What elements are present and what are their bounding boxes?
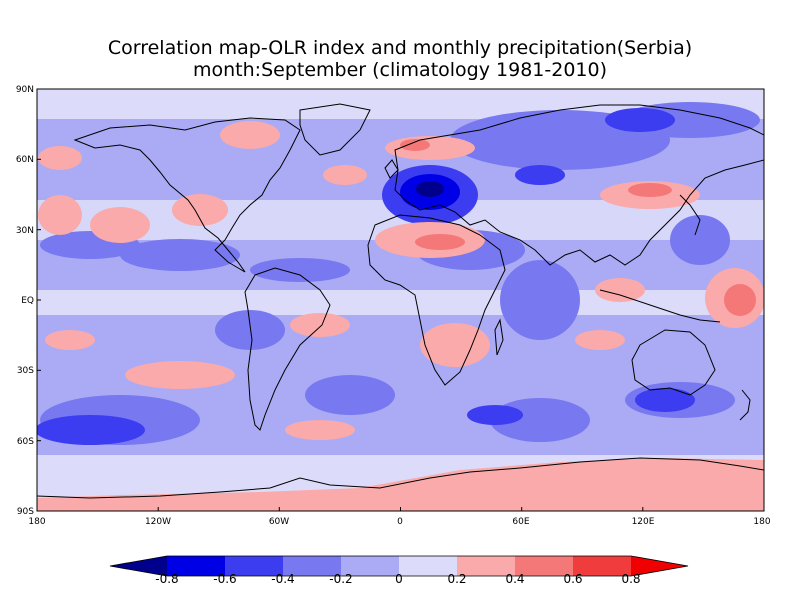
field-band <box>37 290 764 315</box>
coastline-madagascar <box>494 318 504 356</box>
colorbar-label: -0.6 <box>213 572 236 586</box>
lat-label-60s: 60S <box>17 437 34 447</box>
coastline-australia <box>631 329 716 396</box>
colorbar-segment <box>457 556 515 576</box>
field-patch-positive <box>385 136 475 160</box>
field-patch-strong-negative <box>467 405 523 425</box>
colorbar-segment-lt-neg0.8 <box>110 556 167 576</box>
colorbar-segment <box>167 556 225 576</box>
field-patch-positive <box>595 278 645 302</box>
coastline-greenland <box>299 103 371 156</box>
field-patch-positive <box>45 330 95 350</box>
colorbar-label: -0.4 <box>271 572 294 586</box>
lat-label-30n: 30N <box>16 226 34 236</box>
antarctic-positive-band <box>37 458 764 511</box>
colorbar-segment <box>341 556 399 576</box>
field-patch-positive <box>38 146 82 170</box>
colorbar-label: 0 <box>395 572 403 586</box>
field-patch-negative <box>250 258 350 282</box>
coastline-eurasia <box>394 104 764 266</box>
coastlines <box>37 103 764 499</box>
field-patch-positive <box>290 313 350 337</box>
lon-label-180e: 180 <box>753 517 770 527</box>
field-patch-negative <box>120 239 240 271</box>
field-patch-positive <box>575 330 625 350</box>
colorbar-label: 0.6 <box>563 572 582 586</box>
colorbar <box>109 555 689 577</box>
coastline-maritime-continent <box>599 289 721 323</box>
field-patch-strong-negative <box>37 415 145 445</box>
field-patch-strong-positive <box>628 183 672 197</box>
colorbar-label: 0.2 <box>447 572 466 586</box>
lon-label-60e: 60E <box>512 517 529 527</box>
coastline-japan <box>679 194 701 236</box>
field-patch-negative <box>305 375 395 415</box>
field-patch-positive <box>38 195 82 235</box>
coastline-new-zealand <box>739 389 751 421</box>
lat-label-30s: 30S <box>17 366 34 376</box>
field-patch-negative <box>670 215 730 265</box>
lat-label-eq: EQ <box>21 296 34 306</box>
map-title-line1: Correlation map-OLR index and monthly pr… <box>107 37 693 59</box>
field-patch-positive <box>172 194 228 226</box>
colorbar-label: 0.4 <box>505 572 524 586</box>
field-patch-strong-negative <box>605 108 675 132</box>
lon-label-180w: 180 <box>28 517 45 527</box>
europe-negative-core <box>416 181 444 197</box>
field-patch-negative <box>215 310 285 350</box>
colorbar-segment-gt-0.8 <box>631 556 688 576</box>
field-patch-positive <box>323 165 367 185</box>
lat-label-60n: 60N <box>16 155 34 165</box>
field-patch-strong-negative <box>515 165 565 185</box>
lon-label-0: 0 <box>397 517 403 527</box>
colorbar-segment <box>573 556 631 576</box>
colorbar-segment <box>399 556 457 576</box>
coastline-north-america <box>73 117 301 273</box>
field-patch-strong-positive <box>400 139 430 151</box>
field-patch-positive <box>90 207 150 243</box>
colorbar-label: -0.8 <box>155 572 178 586</box>
field-patch-positive <box>285 420 355 440</box>
correlation-field <box>37 89 764 511</box>
latitude-axis <box>37 88 41 512</box>
colorbar-segment <box>283 556 341 576</box>
coastline-africa <box>367 214 506 386</box>
lat-label-90n: 90N <box>16 85 34 95</box>
lon-label-60w: 60W <box>269 517 289 527</box>
field-patch-positive <box>125 361 235 389</box>
colorbar-label: 0.8 <box>621 572 640 586</box>
field-patch-negative <box>500 260 580 340</box>
colorbar-segment <box>225 556 283 576</box>
field-patch-strong-negative <box>635 388 695 412</box>
map-title-line2: month:September (climatology 1981-2010) <box>193 59 607 81</box>
colorbar-label: -0.2 <box>329 572 352 586</box>
field-patch-positive <box>220 121 280 149</box>
lon-label-120e: 120E <box>632 517 655 527</box>
colorbar-outline <box>109 555 689 577</box>
lon-label-120w: 120W <box>145 517 171 527</box>
field-patch-strong-positive <box>724 284 756 316</box>
field-patch-positive <box>420 323 490 367</box>
lat-label-90s: 90S <box>17 507 34 517</box>
coastline-uk <box>384 159 399 179</box>
field-patch-strong-positive <box>415 234 465 250</box>
colorbar-segment <box>515 556 573 576</box>
longitude-axis <box>36 507 765 511</box>
coastline-antarctica <box>37 457 764 499</box>
coastline-south-america <box>244 267 331 431</box>
